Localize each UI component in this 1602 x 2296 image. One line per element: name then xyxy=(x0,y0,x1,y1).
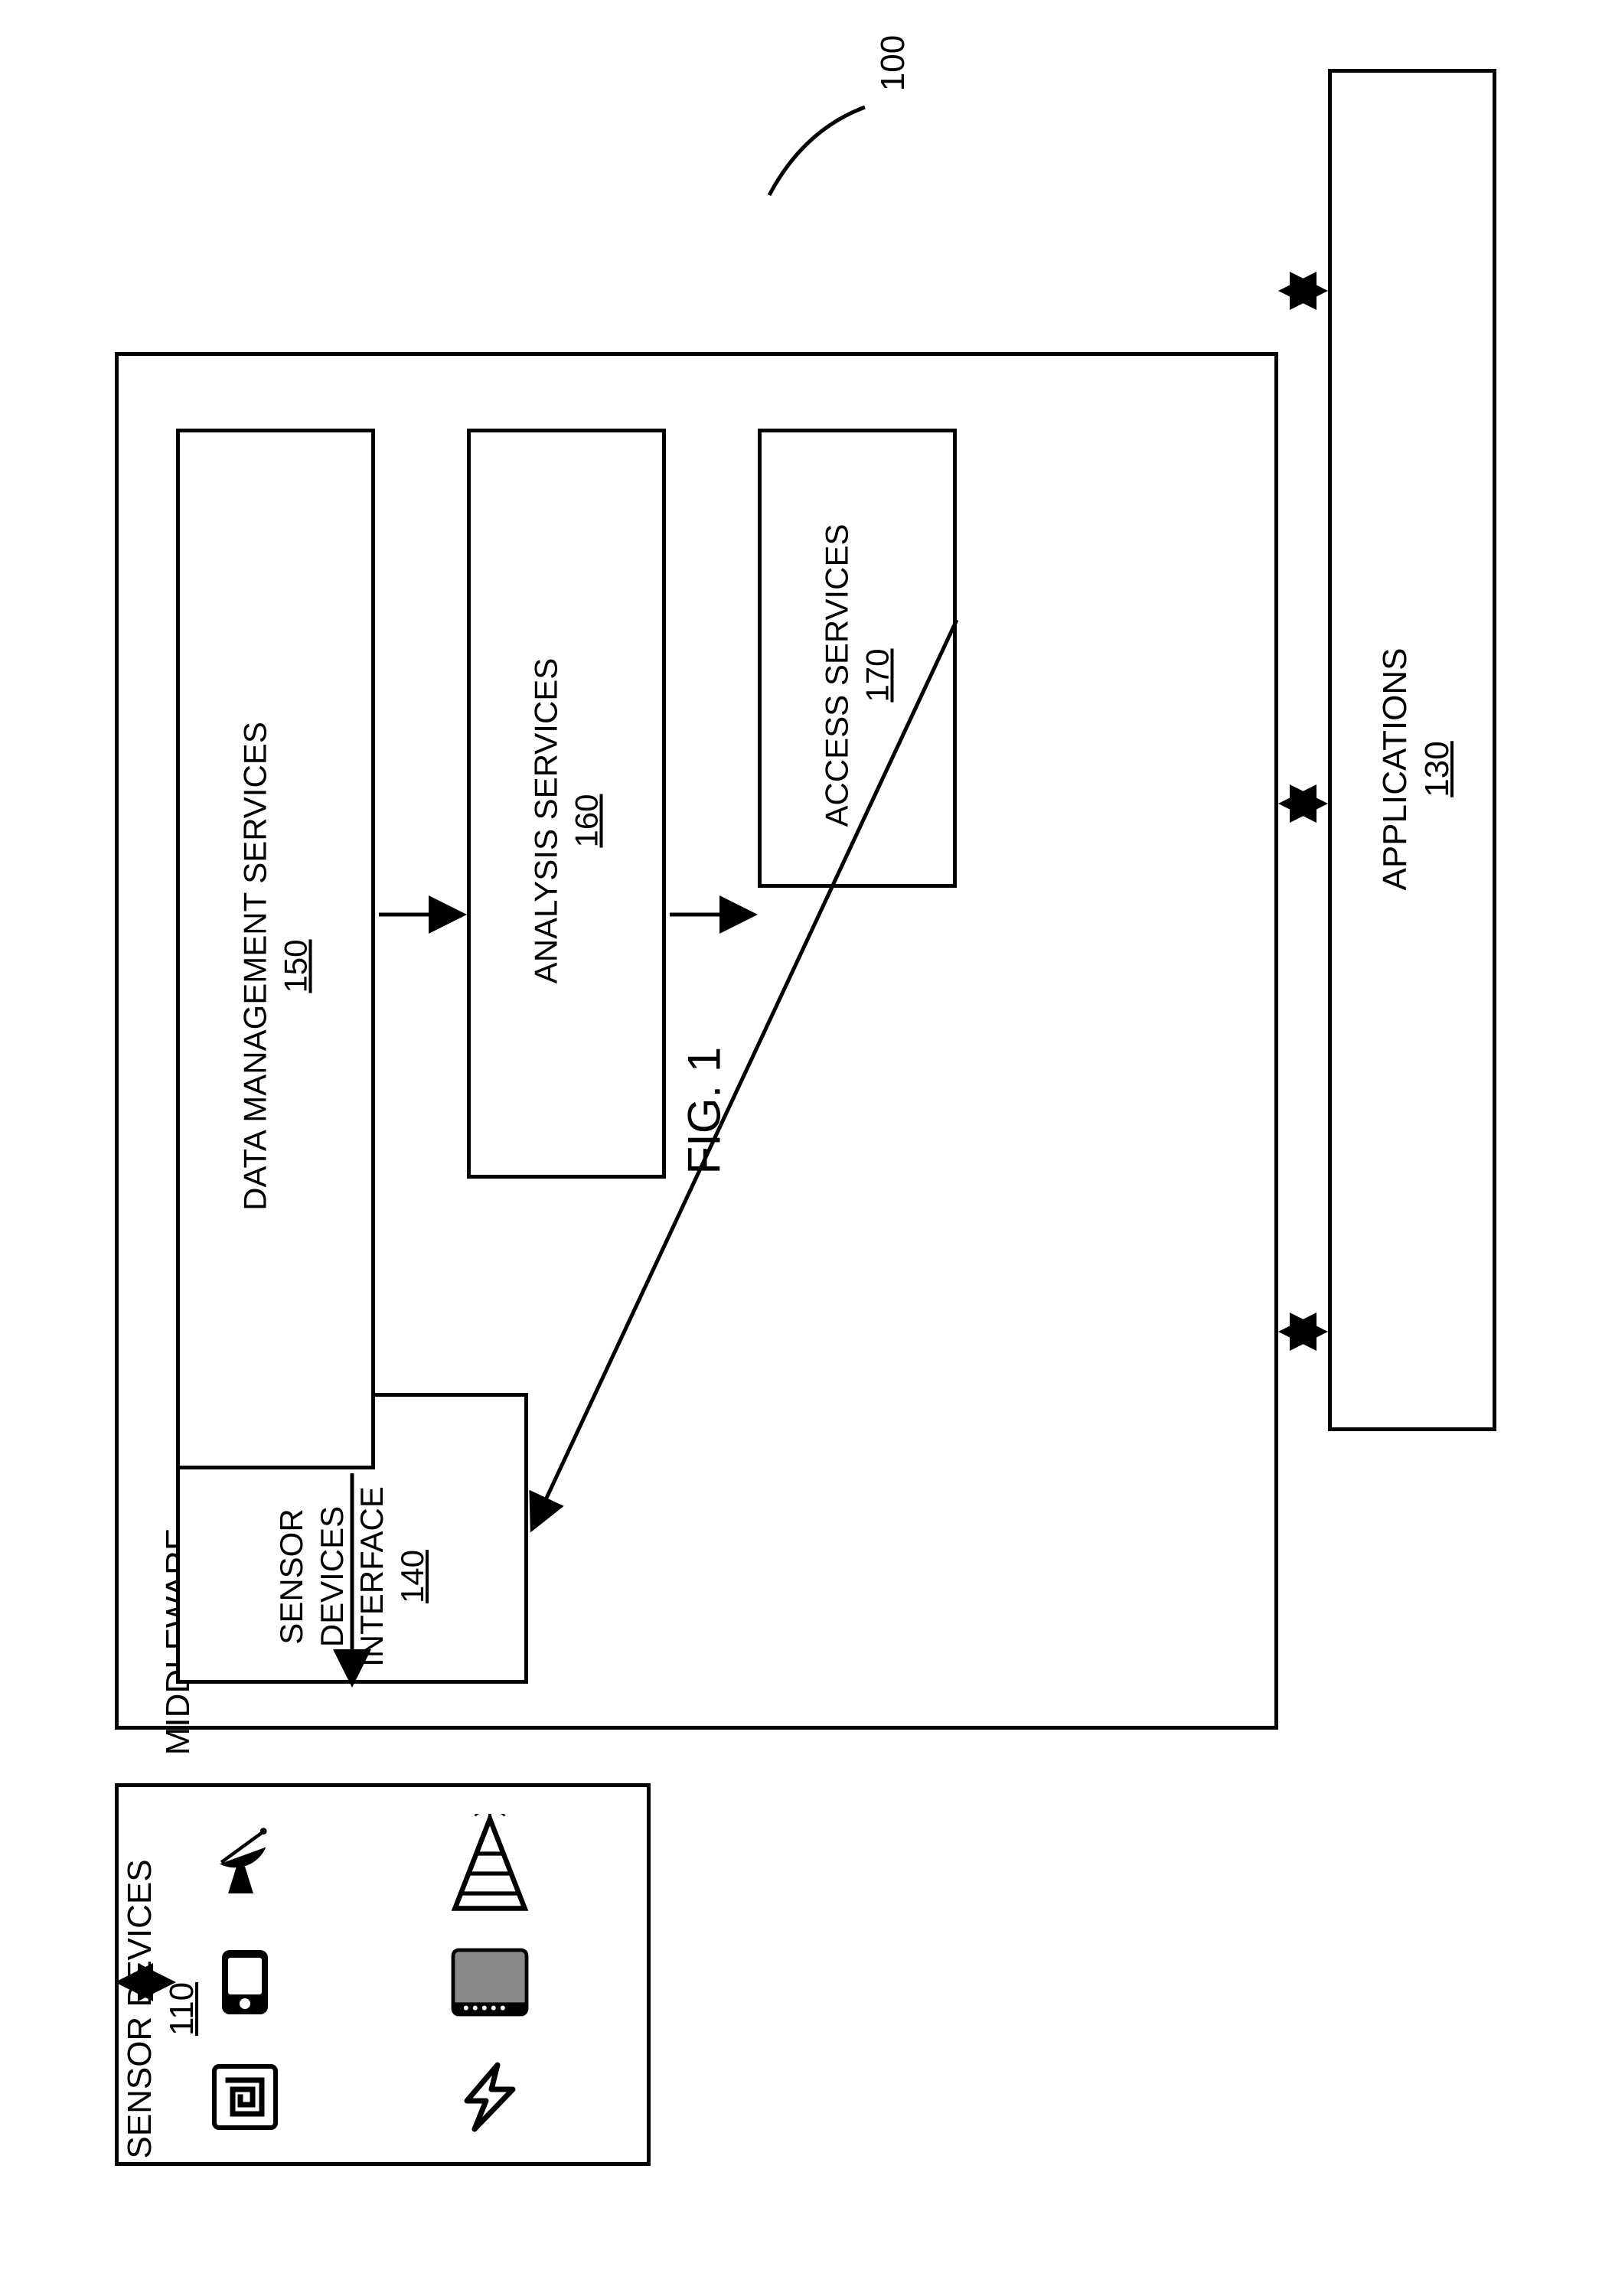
ans-ref: 160 xyxy=(568,794,604,847)
analysis-services-label: ANALYSIS SERVICES 160 xyxy=(527,553,607,1089)
sensor-devices-label: SENSOR DEVICES 110 xyxy=(119,1818,203,2200)
dms-ref: 150 xyxy=(277,939,313,993)
ans-text: ANALYSIS SERVICES xyxy=(528,658,564,984)
sdi-l3: INTERFACE xyxy=(354,1486,390,1667)
dms-text: DATA MANAGEMENT SERVICES xyxy=(237,722,273,1211)
acs-ref: 170 xyxy=(859,648,895,702)
sensor-devices-ref: 110 xyxy=(163,1982,201,2036)
app-text: APPLICATIONS xyxy=(1376,647,1414,890)
applications-label: APPLICATIONS 130 xyxy=(1374,570,1458,968)
access-services-label: ACCESS SERVICES 170 xyxy=(817,446,898,905)
lightning-bolt-icon xyxy=(452,2059,528,2135)
rfid-tag-icon xyxy=(444,1936,536,2028)
handheld-device-icon xyxy=(207,1944,283,2020)
acs-text: ACCESS SERVICES xyxy=(819,523,855,827)
app-ref: 130 xyxy=(1418,741,1456,797)
sensor-devices-interface-label: SENSOR DEVICES INTERFACE 140 xyxy=(272,1431,432,1722)
figure-caption-text: FIG. 1 xyxy=(679,1047,730,1175)
satellite-dish-icon xyxy=(203,1818,287,1902)
radio-tower-icon xyxy=(440,1814,540,1913)
sdi-l1: SENSOR xyxy=(273,1508,309,1644)
data-mgmt-services-label: DATA MANAGEMENT SERVICES 150 xyxy=(236,592,316,1342)
sdi-ref: 140 xyxy=(394,1550,430,1603)
figure-stage: 100 SENSOR DEVICES 110 MIDDLEWARE 120 SE… xyxy=(0,0,1602,2296)
sensor-devices-label-text: SENSOR DEVICES xyxy=(121,1859,158,2158)
figure-caption: FIG. 1 xyxy=(678,945,731,1175)
spiral-chip-icon xyxy=(207,2059,283,2135)
sdi-l2: DEVICES xyxy=(314,1506,350,1647)
system-ref-text: 100 xyxy=(874,35,912,91)
system-ref-label: 100 xyxy=(872,35,914,91)
